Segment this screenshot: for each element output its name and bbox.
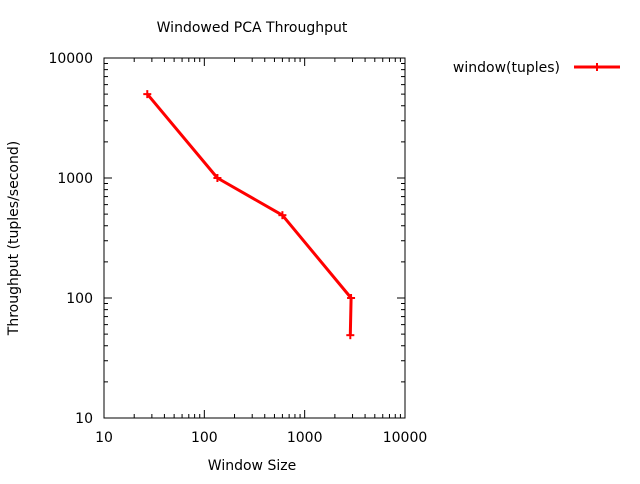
data-point-marker [346, 331, 355, 340]
y-tick-label: 1000 [57, 171, 93, 187]
y-tick-label: 10 [75, 411, 93, 427]
x-tick-label: 10 [95, 430, 113, 446]
series-line-0 [146, 93, 353, 336]
x-tick-label: 100 [191, 430, 218, 446]
x-axis-label: Window Size [208, 458, 296, 474]
y-tick-label: 100 [66, 291, 93, 307]
legend-marker [593, 63, 601, 71]
y-axis-label: Throughput (tuples/second) [6, 141, 22, 336]
series-layer [143, 90, 356, 340]
x-tick-label: 10000 [383, 430, 428, 446]
data-point-marker [347, 294, 356, 302]
legend-label-window-tuples: window(tuples) [453, 60, 560, 76]
x-tick-label: 1000 [287, 430, 323, 446]
y-axis-ticks: 10 100 1000 10000 [48, 51, 405, 427]
data-point-marker [278, 211, 287, 220]
chart-title: Windowed PCA Throughput [157, 20, 348, 36]
plot-frame [103, 57, 406, 419]
x-axis-ticks: 10 100 1000 10000 [95, 58, 427, 446]
legend: window(tuples) [453, 60, 620, 76]
data-point-marker [143, 90, 152, 99]
y-tick-label: 10000 [48, 51, 93, 67]
data-point-marker [213, 174, 222, 182]
